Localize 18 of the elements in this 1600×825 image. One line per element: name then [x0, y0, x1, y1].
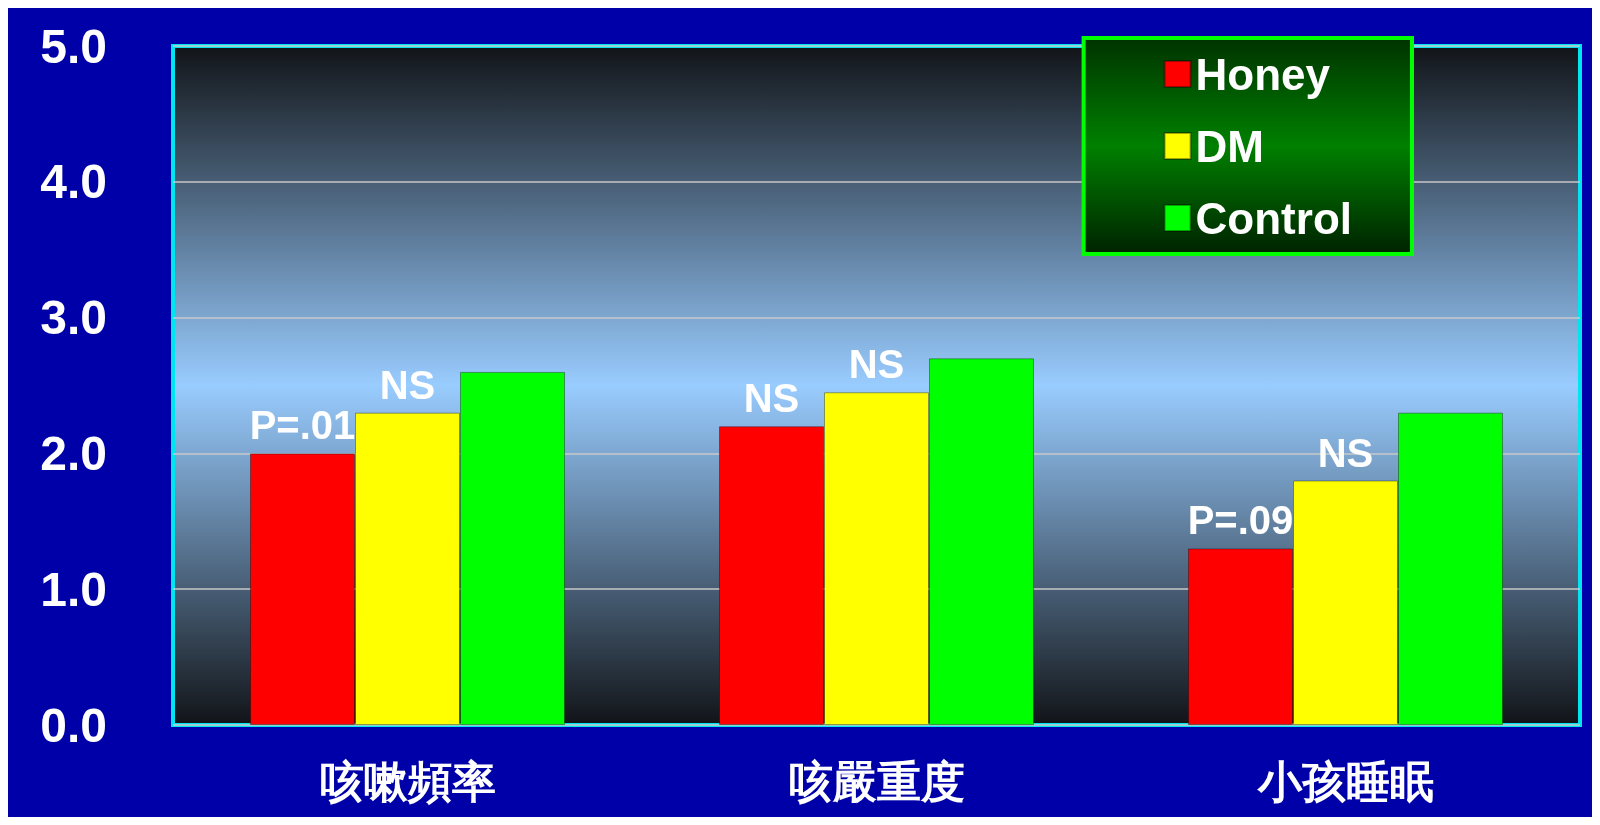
- annotation: P=.01: [249, 403, 356, 448]
- annotation: NS: [848, 342, 905, 387]
- y-tick-label: 3.0: [40, 291, 107, 345]
- annotation: NS: [1317, 430, 1374, 475]
- y-tick-label: 0.0: [40, 698, 107, 752]
- y-tick-label: 4.0: [40, 155, 107, 209]
- legend-label: Honey: [1195, 49, 1331, 99]
- annotation: NS: [379, 362, 436, 407]
- x-tick-label: 小孩睡眠: [1255, 755, 1434, 807]
- x-tick-label: 咳嗽頻率: [319, 755, 496, 807]
- legend-label: DM: [1195, 121, 1265, 171]
- annotation: NS: [743, 376, 800, 421]
- legend-label: Control: [1195, 193, 1352, 243]
- x-tick-label: 咳嚴重度: [788, 755, 965, 807]
- y-tick-label: 2.0: [40, 426, 107, 480]
- annotation: P=.09: [1187, 498, 1294, 543]
- y-tick-label: 5.0: [40, 19, 107, 73]
- y-tick-label: 1.0: [40, 562, 107, 616]
